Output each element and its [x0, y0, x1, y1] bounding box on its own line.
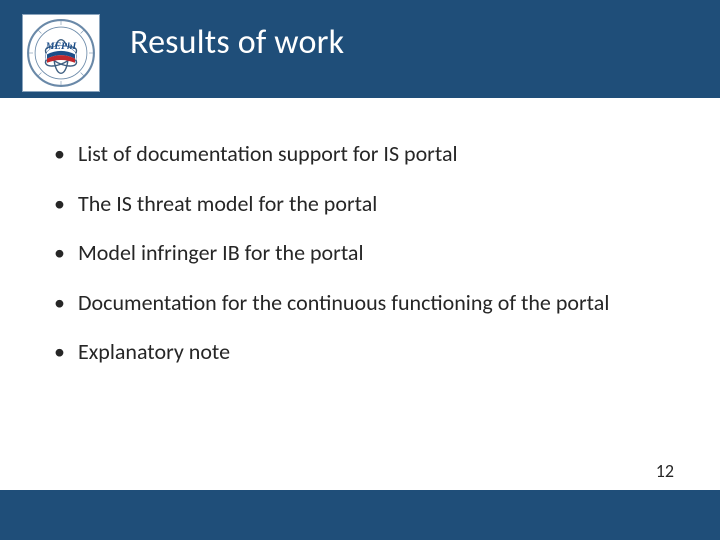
content-area: List of documentation support for IS por…: [48, 140, 672, 388]
logo-text: MEPhI: [45, 41, 78, 52]
list-item-text: Documentation for the continuous functio…: [78, 289, 609, 316]
bullet-list: List of documentation support for IS por…: [48, 140, 672, 366]
logo-mephi: MEPhI: [22, 14, 100, 92]
list-item-text: Explanatory note: [78, 338, 230, 365]
list-item-text: List of documentation support for IS por…: [78, 140, 458, 167]
slide-title: Results of work: [130, 22, 344, 63]
header-band: [0, 0, 720, 98]
page-number: 12: [656, 460, 674, 482]
list-item-text: Model infringer IB for the portal: [78, 239, 364, 266]
list-item: List of documentation support for IS por…: [48, 140, 672, 168]
list-item: Documentation for the continuous functio…: [48, 289, 672, 317]
slide: MEPhI Results of work List of documentat…: [0, 0, 720, 540]
list-item: Model infringer IB for the portal: [48, 239, 672, 267]
mephi-emblem-icon: MEPhI: [26, 18, 96, 88]
footer-band: [0, 490, 720, 540]
list-item: The IS threat model for the portal: [48, 190, 672, 218]
list-item-text: The IS threat model for the portal: [78, 190, 377, 217]
list-item: Explanatory note: [48, 338, 672, 366]
